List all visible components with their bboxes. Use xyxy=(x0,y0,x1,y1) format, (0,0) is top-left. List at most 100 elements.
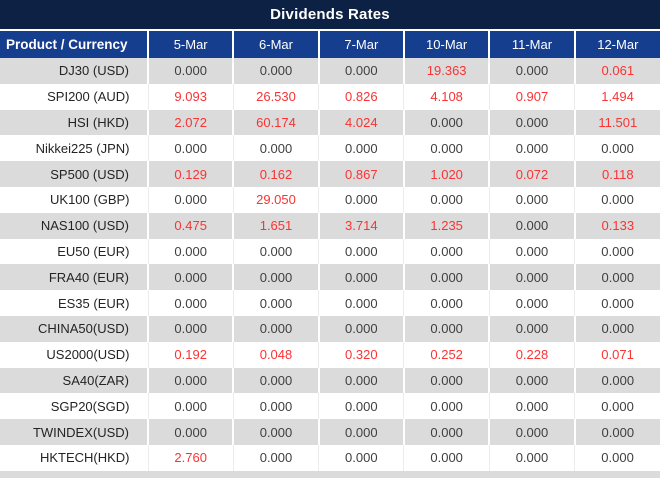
value-cell: 0.000 xyxy=(574,315,660,342)
next-row-partial-strip xyxy=(0,471,660,478)
value-cell: 19.363 xyxy=(403,58,491,84)
page-title: Dividends Rates xyxy=(270,6,390,23)
header-cell-date: 7-Mar xyxy=(318,31,405,58)
value-cell: 0.000 xyxy=(574,186,660,213)
header-cell-date: 11-Mar xyxy=(489,31,576,58)
table-row: DJ30 (USD) 0.000 0.000 0.000 19.363 0.000 0.06… xyxy=(0,58,660,84)
value-cell: 0.000 xyxy=(489,135,576,162)
value-cell: 4.024 xyxy=(318,109,405,136)
value-cell: 0.000 xyxy=(403,186,490,213)
value-cell: 0.000 xyxy=(489,315,576,342)
value-cell: 0.000 xyxy=(574,367,660,394)
value-cell: 0.129 xyxy=(148,161,235,187)
table-row: CHINA50(USD) 0.000 0.000 0.000 0.000 0.000 0.0… xyxy=(0,315,660,342)
table-row: SP500 (USD) 0.129 0.162 0.867 1.020 0.072 0.11… xyxy=(0,161,660,187)
value-cell: 0.000 xyxy=(318,135,405,162)
product-cell: SA40(ZAR) xyxy=(0,367,149,394)
value-cell: 0.000 xyxy=(318,367,405,394)
value-cell: 0.000 xyxy=(489,264,576,291)
value-cell: 0.000 xyxy=(403,238,490,265)
table-row: UK100 (GBP) 0.000 29.050 0.000 0.000 0.000 0.0… xyxy=(0,186,660,213)
value-cell: 2.760 xyxy=(148,444,234,471)
header-cell-date: 5-Mar xyxy=(148,31,235,58)
value-cell: 0.000 xyxy=(403,419,491,445)
product-cell: CHINA50(USD) xyxy=(0,315,149,342)
value-cell: 0.000 xyxy=(148,419,235,445)
value-cell: 0.000 xyxy=(403,444,490,471)
table-row: HKTECH(HKD) 2.760 0.000 0.000 0.000 0.000 0.00… xyxy=(0,444,660,471)
header-cell-date: 12-Mar xyxy=(574,31,660,58)
product-cell: FRA40 (EUR) xyxy=(0,264,149,291)
value-cell: 0.000 xyxy=(318,290,405,316)
value-cell: 0.000 xyxy=(148,290,234,316)
product-cell: US2000(USD) xyxy=(0,341,149,368)
table-row: FRA40 (EUR) 0.000 0.000 0.000 0.000 0.000 0.00… xyxy=(0,264,660,291)
value-cell: 0.000 xyxy=(489,58,576,84)
value-cell: 0.000 xyxy=(403,315,491,342)
value-cell: 0.192 xyxy=(148,341,234,368)
value-cell: 1.651 xyxy=(233,212,320,239)
header-cell-product: Product / Currency xyxy=(0,31,149,58)
value-cell: 0.000 xyxy=(318,264,405,291)
product-cell: HSI (HKD) xyxy=(0,109,149,136)
product-cell: ES35 (EUR) xyxy=(0,290,149,316)
value-cell: 0.000 xyxy=(318,419,405,445)
table-body: DJ30 (USD) 0.000 0.000 0.000 19.363 0.000 0.06… xyxy=(0,58,660,471)
value-cell: 0.000 xyxy=(233,135,320,162)
value-cell: 0.000 xyxy=(574,238,660,265)
value-cell: 0.118 xyxy=(574,161,660,187)
value-cell: 0.000 xyxy=(403,109,491,136)
value-cell: 0.048 xyxy=(233,341,320,368)
product-cell: Nikkei225 (JPN) xyxy=(0,135,149,162)
value-cell: 1.494 xyxy=(574,83,660,110)
value-cell: 0.475 xyxy=(148,212,235,239)
table-row: TWINDEX(USD) 0.000 0.000 0.000 0.000 0.000 0.0… xyxy=(0,419,660,445)
table-row: HSI (HKD) 2.072 60.174 4.024 0.000 0.000 11.50… xyxy=(0,109,660,136)
value-cell: 0.000 xyxy=(148,238,234,265)
value-cell: 0.000 xyxy=(233,444,320,471)
value-cell: 1.020 xyxy=(403,161,491,187)
product-cell: SP500 (USD) xyxy=(0,161,149,187)
value-cell: 60.174 xyxy=(233,109,320,136)
table-row: EU50 (EUR) 0.000 0.000 0.000 0.000 0.000 0.000 xyxy=(0,238,660,265)
table-row: Nikkei225 (JPN) 0.000 0.000 0.000 0.000 0.000… xyxy=(0,135,660,162)
value-cell: 0.000 xyxy=(233,238,320,265)
value-cell: 0.000 xyxy=(489,444,576,471)
product-cell: SGP20(SGD) xyxy=(0,393,149,420)
value-cell: 3.714 xyxy=(318,212,405,239)
table-row: SA40(ZAR) 0.000 0.000 0.000 0.000 0.000 0.000 xyxy=(0,367,660,394)
value-cell: 0.000 xyxy=(489,212,576,239)
value-cell: 0.000 xyxy=(403,290,490,316)
value-cell: 0.000 xyxy=(318,444,405,471)
value-cell: 0.000 xyxy=(489,393,576,420)
value-cell: 0.000 xyxy=(148,367,235,394)
value-cell: 0.000 xyxy=(148,393,234,420)
value-cell: 0.061 xyxy=(574,58,660,84)
value-cell: 4.108 xyxy=(403,83,490,110)
value-cell: 0.000 xyxy=(233,264,320,291)
title-bar: Dividends Rates xyxy=(0,0,660,31)
value-cell: 0.000 xyxy=(403,367,491,394)
value-cell: 0.000 xyxy=(233,290,320,316)
value-cell: 2.072 xyxy=(148,109,235,136)
value-cell: 0.133 xyxy=(574,212,660,239)
value-cell: 0.000 xyxy=(148,264,235,291)
value-cell: 0.000 xyxy=(318,393,405,420)
value-cell: 0.000 xyxy=(148,315,235,342)
value-cell: 0.000 xyxy=(233,367,320,394)
value-cell: 0.000 xyxy=(233,315,320,342)
value-cell: 0.000 xyxy=(489,367,576,394)
value-cell: 0.000 xyxy=(574,419,660,445)
value-cell: 0.000 xyxy=(489,238,576,265)
value-cell: 0.000 xyxy=(489,419,576,445)
value-cell: 0.000 xyxy=(318,238,405,265)
value-cell: 0.000 xyxy=(233,419,320,445)
value-cell: 0.000 xyxy=(574,264,660,291)
product-cell: HKTECH(HKD) xyxy=(0,444,149,471)
value-cell: 0.252 xyxy=(403,341,490,368)
value-cell: 0.000 xyxy=(403,264,491,291)
value-cell: 9.093 xyxy=(148,83,234,110)
value-cell: 0.907 xyxy=(489,83,576,110)
value-cell: 0.000 xyxy=(403,393,490,420)
